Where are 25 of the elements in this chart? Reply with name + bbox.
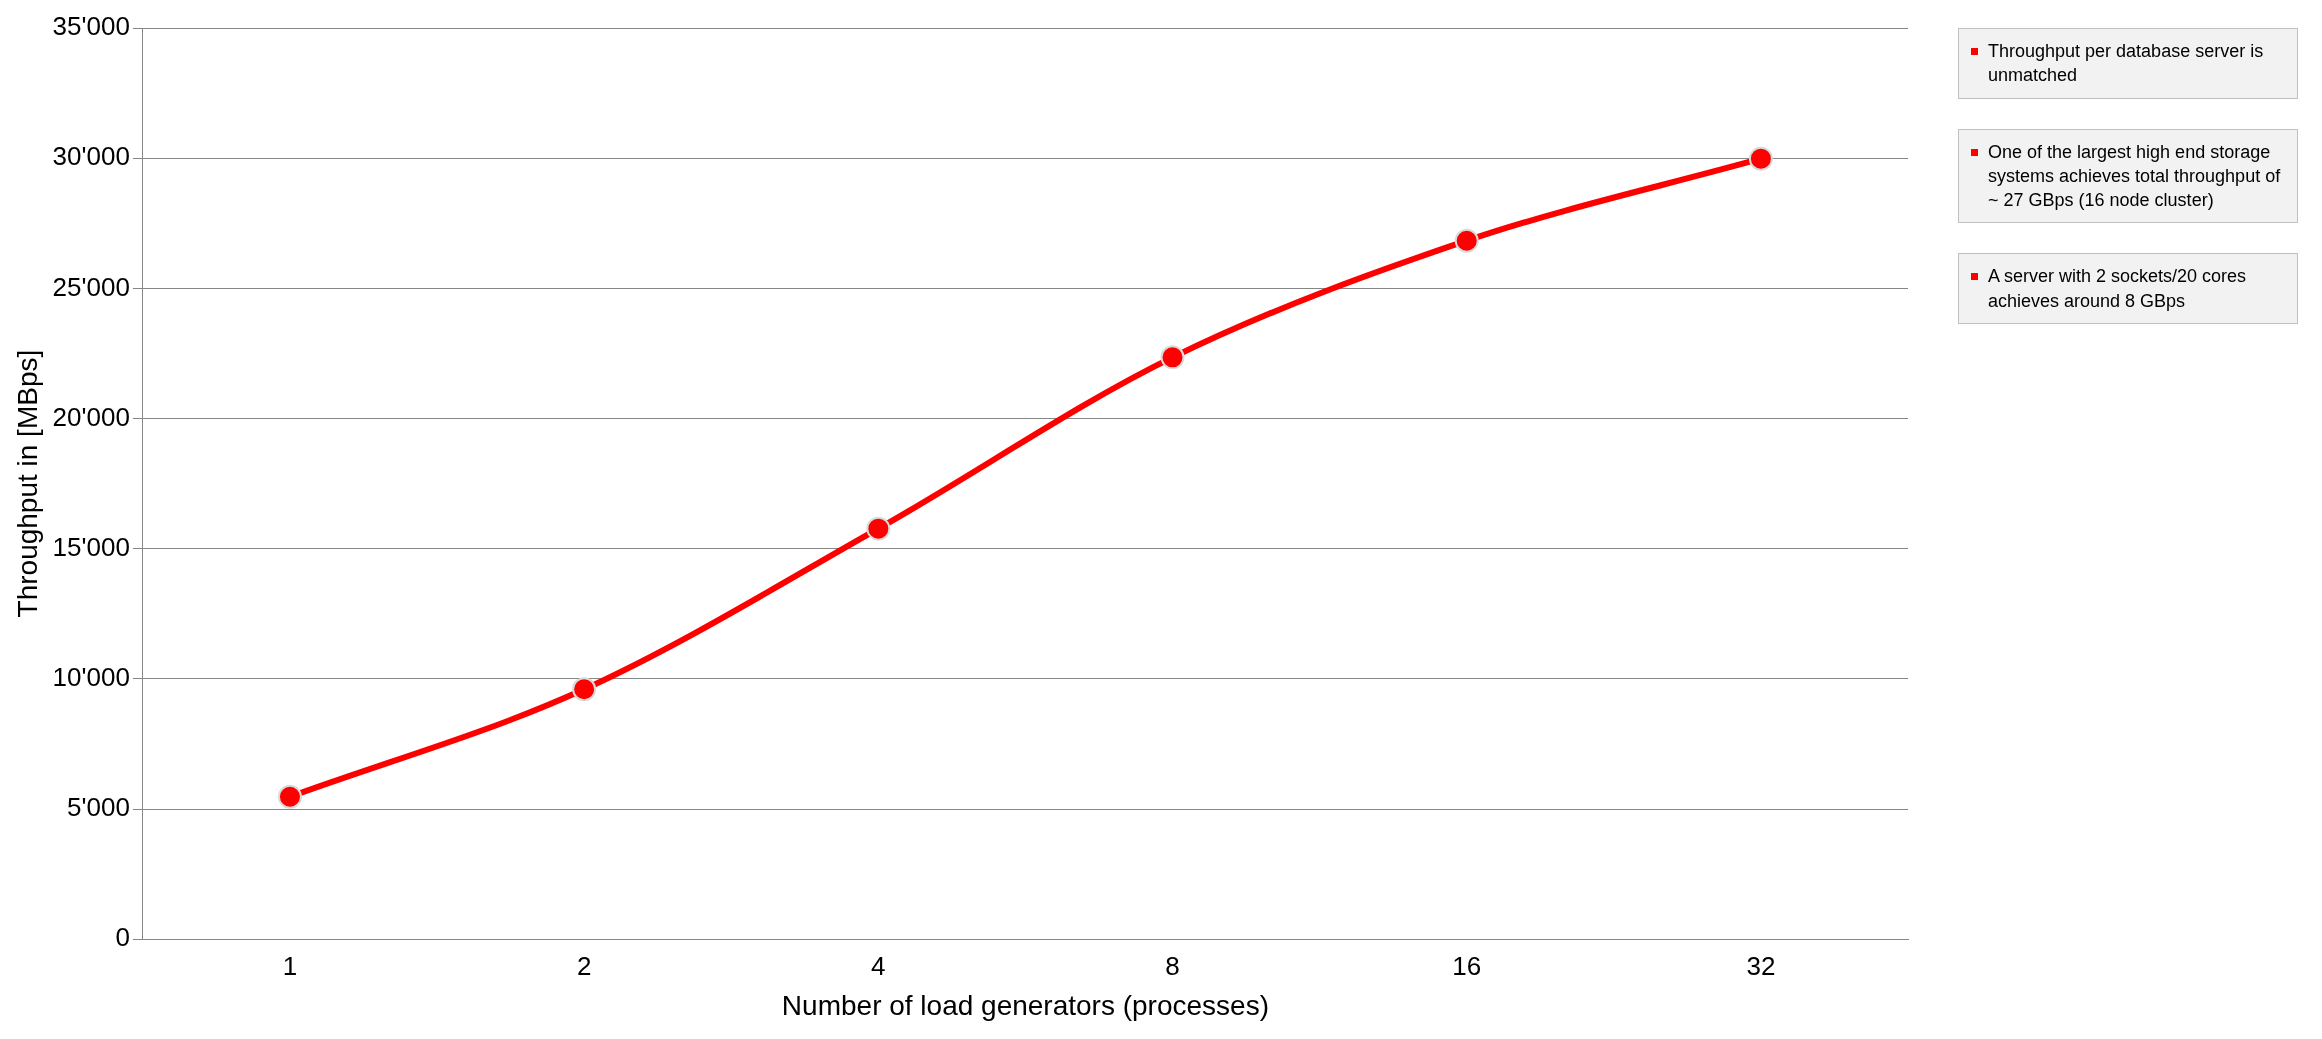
x-tick-label: 16 [1452,950,1482,981]
y-tick-label: 0 [115,922,130,953]
x-tick-label: 2 [576,950,592,981]
y-tick-label: 15'000 [52,531,130,562]
y-tick-label: 10'000 [52,662,130,693]
y-tick-label: 20'000 [52,401,130,432]
point [572,677,597,702]
y-tick-label: 5'000 [67,792,130,823]
x-tick-label: 1 [282,950,298,981]
text: One of the largest high end storage systems achieves total throughput of ~ 27 GBps (16 node cluster) [1988,140,2282,213]
text: A server with 2 sockets/20 cores achieves around 8 GBps [1988,265,2248,313]
point [1160,345,1185,370]
point [1454,228,1479,253]
y-axis-title: Throughput in [MBps] [11,349,43,618]
x-tick-label: 4 [871,950,886,981]
point [277,784,302,809]
text: Throughput per database server is unmatched [1988,40,2265,88]
x-tick-label: 32 [1746,950,1776,981]
x-tick-label: 8 [1165,950,1180,981]
y-tick-label: 35'000 [52,11,130,42]
point [866,516,891,541]
y-tick-label: 30'000 [52,141,130,172]
x-axis-title: Number of load generators (processes) [781,989,1269,1021]
y-tick-label: 25'000 [52,271,130,302]
point [1748,146,1773,171]
